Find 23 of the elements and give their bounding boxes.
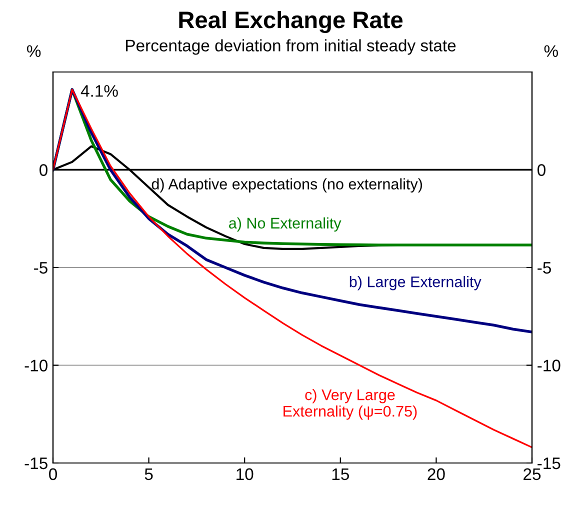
y-tick-label: 0 — [40, 164, 48, 176]
x-tick-label: 0 — [49, 468, 57, 480]
y2-tick-label: -10 — [538, 360, 560, 372]
x-tick-label: 15 — [332, 468, 349, 480]
y-tick-label: -5 — [34, 262, 48, 274]
y-tick-label: -15 — [24, 458, 48, 470]
y2-tick-label: 0 — [538, 164, 546, 176]
x-tick-label: 5 — [144, 468, 153, 480]
y2-tick-label: -15 — [538, 458, 560, 470]
series-label: b) Large Externality — [350, 276, 482, 290]
x-tick-label: 20 — [428, 468, 445, 480]
y2-tick-label: -5 — [538, 262, 551, 274]
y2-axis-title: % — [544, 45, 558, 57]
y-axis-title: % — [27, 45, 41, 57]
series-label: c) Very Large Externality (ψ=0.75) — [284, 389, 417, 420]
x-tick-label: 10 — [236, 468, 254, 480]
chart-title: Real Exchange Rate — [179, 10, 403, 34]
chart-subtitle: Percentage deviation from initial steady state — [126, 39, 456, 55]
series-label: a) No Externality — [229, 217, 342, 232]
annotation: 4.1% — [80, 85, 118, 97]
y-tick-label: -10 — [24, 360, 48, 372]
x-tick-label: 25 — [524, 468, 541, 480]
series-label: d) Adaptive expectations (no externality) — [152, 178, 422, 193]
